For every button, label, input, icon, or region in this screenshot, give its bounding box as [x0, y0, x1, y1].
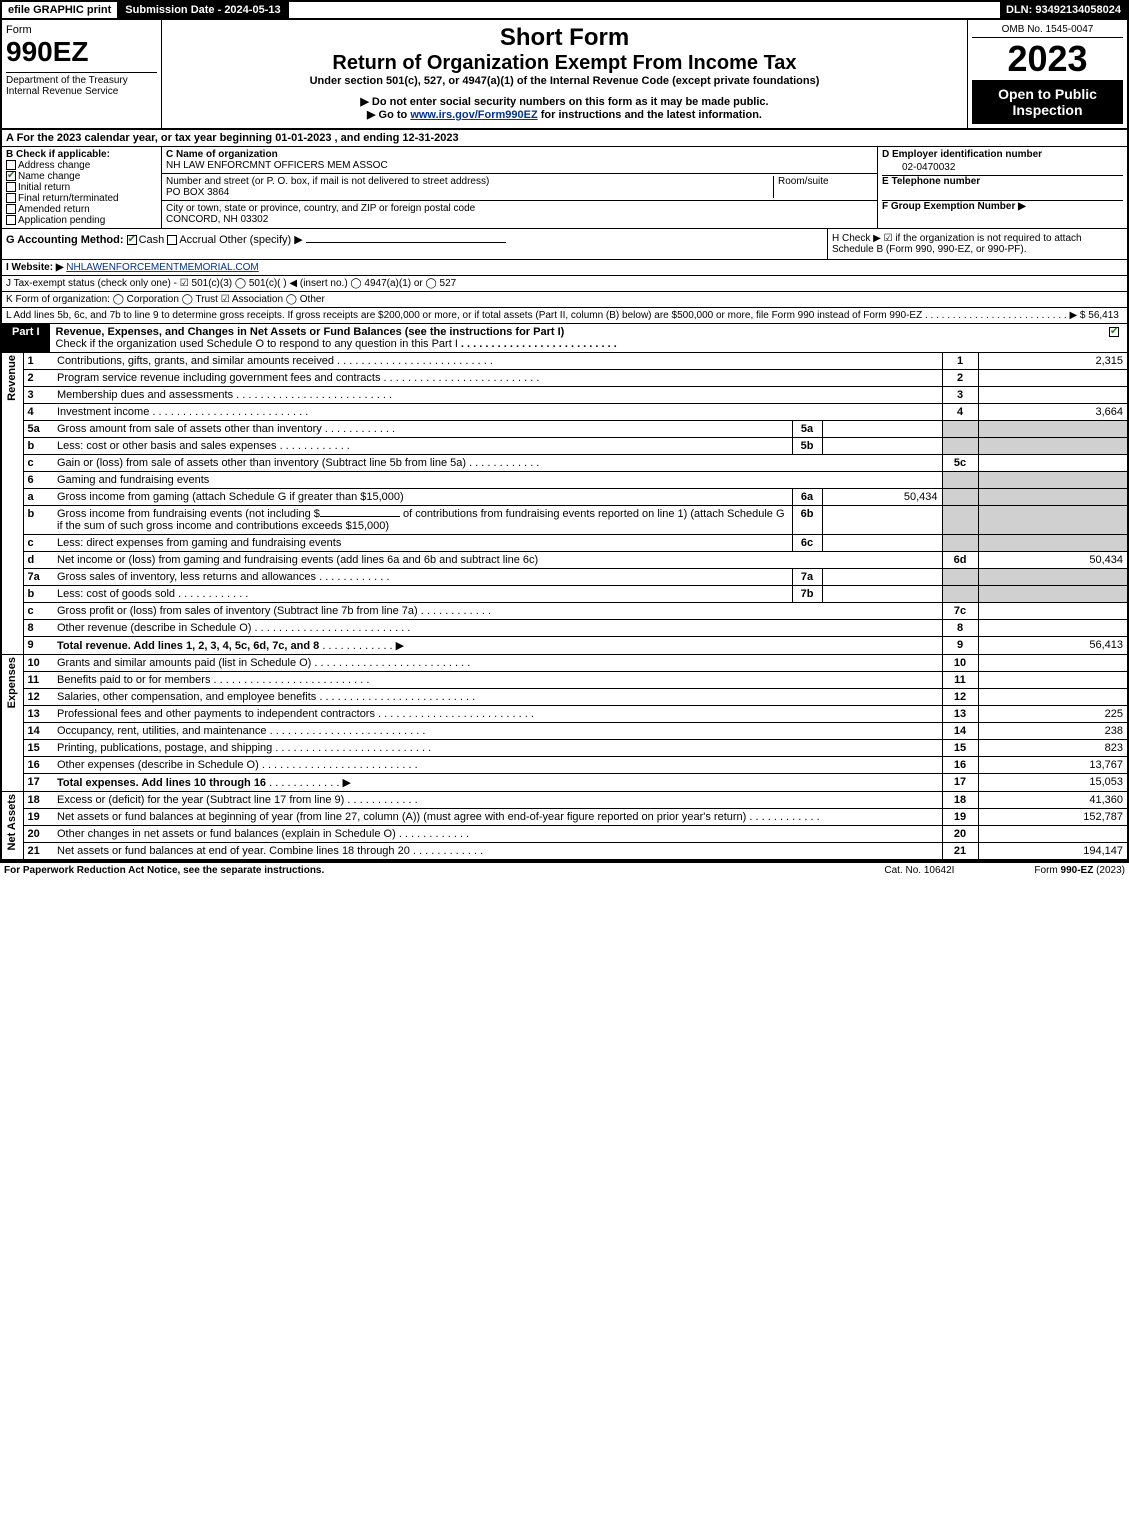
- line4-value: 3,664: [978, 404, 1128, 421]
- line1-value: 2,315: [978, 353, 1128, 370]
- section-l: L Add lines 5b, 6c, and 7b to line 9 to …: [0, 308, 1129, 324]
- subtitle: Under section 501(c), 527, or 4947(a)(1)…: [166, 75, 963, 87]
- org-name: NH LAW ENFORCMNT OFFICERS MEM ASSOC: [166, 160, 388, 171]
- telephone: [882, 187, 1123, 201]
- top-bar: efile GRAPHIC print Submission Date - 20…: [0, 0, 1129, 20]
- section-c: C Name of organization NH LAW ENFORCMNT …: [162, 147, 877, 228]
- dept-label: Department of the Treasury: [6, 75, 128, 86]
- catalog-number: Cat. No. 10642I: [884, 865, 954, 876]
- section-a: A For the 2023 calendar year, or tax yea…: [0, 130, 1129, 147]
- section-def: D Employer identification number 02-0470…: [877, 147, 1127, 228]
- page-footer: For Paperwork Reduction Act Notice, see …: [0, 861, 1129, 878]
- chk-address[interactable]: [6, 160, 16, 170]
- website-link[interactable]: NHLAWENFORCEMENTMEMORIAL.COM: [66, 262, 258, 273]
- form-header: Form 990EZ Department of the Treasury In…: [0, 20, 1129, 130]
- short-form-title: Short Form: [166, 24, 963, 52]
- chk-pending[interactable]: [6, 215, 16, 225]
- org-street: PO BOX 3864: [166, 187, 229, 198]
- form-label: Form: [6, 24, 157, 36]
- line16-value: 13,767: [978, 757, 1128, 774]
- omb-number: OMB No. 1545-0047: [972, 24, 1123, 38]
- line19-value: 152,787: [978, 809, 1128, 826]
- section-i: I Website: ▶ NHLAWENFORCEMENTMEMORIAL.CO…: [0, 260, 1129, 276]
- chk-final[interactable]: [6, 193, 16, 203]
- ein: 02-0470032: [882, 160, 1123, 176]
- part1-header: Part I Revenue, Expenses, and Changes in…: [0, 324, 1129, 353]
- chk-amended[interactable]: [6, 204, 16, 214]
- line15-value: 823: [978, 740, 1128, 757]
- paperwork-notice: For Paperwork Reduction Act Notice, see …: [4, 865, 324, 876]
- section-k: K Form of organization: ◯ Corporation ◯ …: [0, 292, 1129, 308]
- form-ref: Form 990-EZ (2023): [1034, 865, 1125, 876]
- org-city: CONCORD, NH 03302: [166, 214, 268, 225]
- section-gh: G Accounting Method: Cash Accrual Other …: [0, 229, 1129, 260]
- chk-cash[interactable]: [127, 235, 137, 245]
- line14-value: 238: [978, 723, 1128, 740]
- chk-name-change[interactable]: [6, 171, 16, 181]
- section-b: B Check if applicable: Address change Na…: [2, 147, 162, 228]
- expenses-label: Expenses: [1, 655, 23, 792]
- revenue-label: Revenue: [1, 353, 23, 655]
- return-title: Return of Organization Exempt From Incom…: [166, 52, 963, 75]
- line21-value: 194,147: [978, 843, 1128, 861]
- goto-note: ▶ Go to www.irs.gov/Form990EZ for instru…: [166, 108, 963, 121]
- section-j: J Tax-exempt status (check only one) - ☑…: [0, 276, 1129, 292]
- line18-value: 41,360: [978, 792, 1128, 809]
- efile-print-label[interactable]: efile GRAPHIC print: [2, 2, 119, 18]
- chk-accrual[interactable]: [167, 235, 177, 245]
- dln: DLN: 93492134058024: [1000, 2, 1127, 18]
- line6a-value: 50,434: [822, 489, 942, 506]
- chk-part1-schedO[interactable]: [1109, 327, 1119, 337]
- chk-initial[interactable]: [6, 182, 16, 192]
- tax-year: 2023: [972, 38, 1123, 80]
- part1-table: Revenue 1 Contributions, gifts, grants, …: [0, 353, 1129, 861]
- form-number: 990EZ: [6, 36, 157, 68]
- line17-value: 15,053: [978, 774, 1128, 792]
- section-bcdef: B Check if applicable: Address change Na…: [0, 147, 1129, 229]
- line13-value: 225: [978, 706, 1128, 723]
- irs-label: Internal Revenue Service: [6, 86, 118, 97]
- ssn-note: ▶ Do not enter social security numbers o…: [166, 95, 963, 108]
- submission-date: Submission Date - 2024-05-13: [119, 2, 288, 18]
- open-public: Open to Public Inspection: [972, 80, 1123, 124]
- irs-link[interactable]: www.irs.gov/Form990EZ: [410, 109, 537, 121]
- line9-value: 56,413: [978, 637, 1128, 655]
- netassets-label: Net Assets: [1, 792, 23, 861]
- part1-tab: Part I: [2, 324, 50, 352]
- section-h: H Check ▶ ☑ if the organization is not r…: [827, 229, 1127, 259]
- line6d-value: 50,434: [978, 552, 1128, 569]
